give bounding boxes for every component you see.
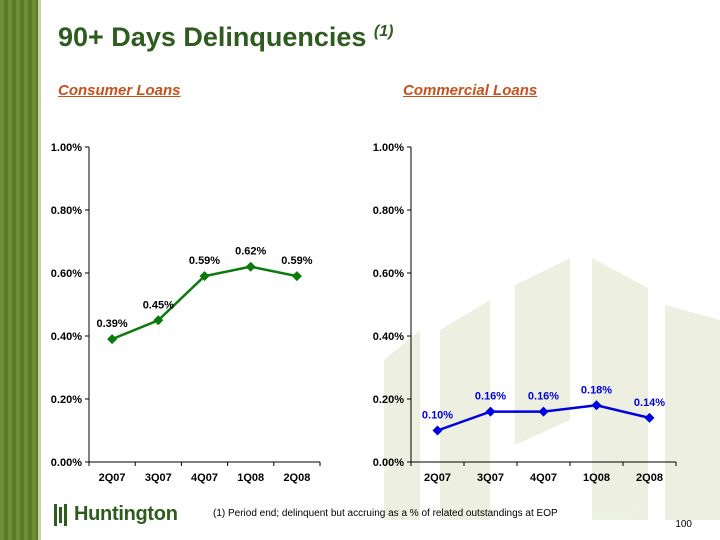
commercial-data-label: 0.16%	[475, 391, 506, 403]
commercial-x-tick-label: 4Q07	[530, 472, 557, 484]
consumer-y-tick-label: 1.00%	[51, 142, 82, 154]
brand-name: Huntington	[74, 503, 178, 525]
consumer-data-point	[107, 334, 118, 345]
consumer-y-tick-label: 0.40%	[51, 331, 82, 343]
consumer-x-tick-label: 1Q08	[237, 472, 264, 484]
title-footnote-marker: (1)	[373, 23, 394, 40]
consumer-x-tick-label: 2Q07	[99, 472, 126, 484]
consumer-data-label: 0.59%	[189, 255, 220, 267]
commercial-data-point	[538, 406, 549, 417]
consumer-data-point	[199, 271, 210, 282]
consumer-data-point	[291, 271, 302, 282]
commercial-y-tick-label: 0.20%	[373, 394, 404, 406]
commercial-x-tick-label: 1Q08	[583, 472, 610, 484]
commercial-y-tick-label: 0.00%	[373, 457, 404, 469]
consumer-data-label: 0.39%	[96, 318, 127, 330]
commercial-y-tick-label: 0.80%	[373, 205, 404, 217]
commercial-data-point	[591, 400, 602, 411]
commercial-data-point	[432, 425, 443, 436]
commercial-data-label: 0.10%	[422, 410, 453, 422]
commercial-data-point	[644, 412, 655, 423]
commercial-y-tick-label: 0.60%	[373, 268, 404, 280]
consumer-y-tick-label: 0.60%	[51, 268, 82, 280]
commercial-data-label: 0.16%	[528, 391, 559, 403]
commercial-x-tick-label: 2Q08	[636, 472, 663, 484]
commercial-loans-subtitle: Commercial Loans	[403, 82, 538, 99]
consumer-x-tick-label: 4Q07	[191, 472, 218, 484]
consumer-data-point	[245, 261, 256, 272]
consumer-data-label: 0.59%	[281, 255, 312, 267]
commercial-data-label: 0.18%	[581, 384, 612, 396]
huntington-logo: Huntington	[54, 503, 178, 526]
commercial-x-tick-label: 3Q07	[477, 472, 504, 484]
consumer-x-tick-label: 3Q07	[145, 472, 172, 484]
consumer-y-tick-label: 0.80%	[51, 205, 82, 217]
consumer-loans-subtitle: Consumer Loans	[58, 82, 181, 99]
commercial-data-label: 0.14%	[634, 397, 665, 409]
commercial-y-tick-label: 1.00%	[373, 142, 404, 154]
consumer-data-label: 0.62%	[235, 246, 266, 258]
consumer-y-tick-label: 0.20%	[51, 394, 82, 406]
huntington-mark-icon	[54, 503, 69, 526]
side-decor-bar	[0, 0, 38, 540]
page-number: 100	[675, 519, 692, 530]
consumer-y-tick-label: 0.00%	[51, 457, 82, 469]
consumer-data-point	[153, 315, 164, 326]
consumer-data-label: 0.45%	[143, 299, 174, 311]
commercial-x-tick-label: 2Q07	[424, 472, 451, 484]
consumer-x-tick-label: 2Q08	[283, 472, 310, 484]
side-decor-edge	[38, 0, 41, 540]
commercial-y-tick-label: 0.40%	[373, 331, 404, 343]
page-title: 90+ Days Delinquencies (1)	[58, 22, 394, 52]
commercial-data-point	[485, 406, 496, 417]
footnote: (1) Period end; delinquent but accruing …	[213, 508, 558, 519]
